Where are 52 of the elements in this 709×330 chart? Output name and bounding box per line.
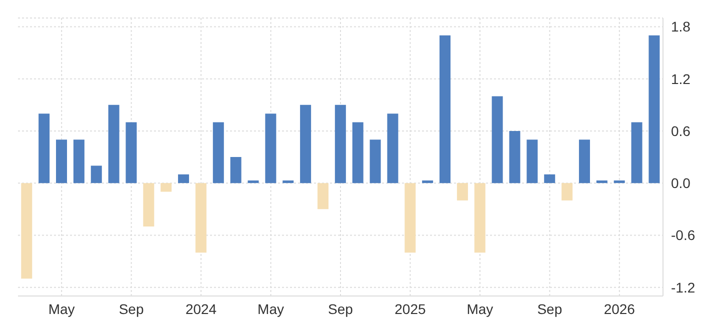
bar: [631, 122, 642, 184]
bar: [38, 114, 50, 184]
bar: [544, 174, 556, 184]
bar: [404, 183, 416, 253]
bar: [562, 183, 573, 200]
bar: [212, 122, 224, 184]
bar: [265, 114, 276, 184]
y-tick-label: -1.2: [671, 279, 696, 296]
x-tick-label: Sep: [537, 300, 562, 317]
bar: [178, 174, 190, 184]
y-tick-label: 1.2: [671, 70, 691, 87]
bar: [73, 140, 84, 184]
bar: [509, 130, 520, 184]
bar: [56, 140, 68, 184]
bar: [474, 183, 486, 253]
x-tick-label: May: [258, 300, 284, 317]
bar: [456, 183, 468, 200]
bar: [195, 183, 206, 253]
bar: [300, 104, 312, 184]
bar: [143, 183, 154, 226]
bar: [440, 35, 451, 184]
y-tick-label: 1.8: [671, 18, 691, 35]
bar: [648, 35, 660, 184]
bar: [352, 122, 364, 184]
x-tick-label: Sep: [328, 300, 354, 317]
x-tick-label: 2026: [604, 300, 636, 317]
x-tick-label: May: [48, 300, 75, 317]
bar: [596, 180, 608, 184]
x-tick-label: Sep: [118, 300, 144, 317]
bar: [108, 104, 120, 184]
bar: [126, 122, 137, 184]
bar: [21, 183, 32, 279]
x-tick-label: 2024: [185, 300, 217, 317]
bar: [334, 104, 346, 184]
bar: [317, 183, 328, 210]
x-tick-label: May: [466, 300, 494, 317]
bar: [614, 180, 625, 184]
bar: [492, 96, 503, 184]
y-tick-label: -0.6: [671, 227, 696, 244]
bar: [248, 180, 259, 184]
bar: [230, 157, 242, 184]
bar: [422, 180, 434, 184]
bar: [370, 140, 381, 184]
bar: [160, 183, 172, 192]
bar: [282, 180, 294, 184]
x-tick-label: 2025: [394, 300, 426, 317]
bar: [526, 140, 538, 184]
y-tick-label: 0.0: [671, 175, 691, 192]
bar: [90, 166, 102, 184]
y-tick-label: 0.6: [671, 122, 691, 139]
bar: [578, 140, 590, 184]
bar: [387, 114, 398, 184]
